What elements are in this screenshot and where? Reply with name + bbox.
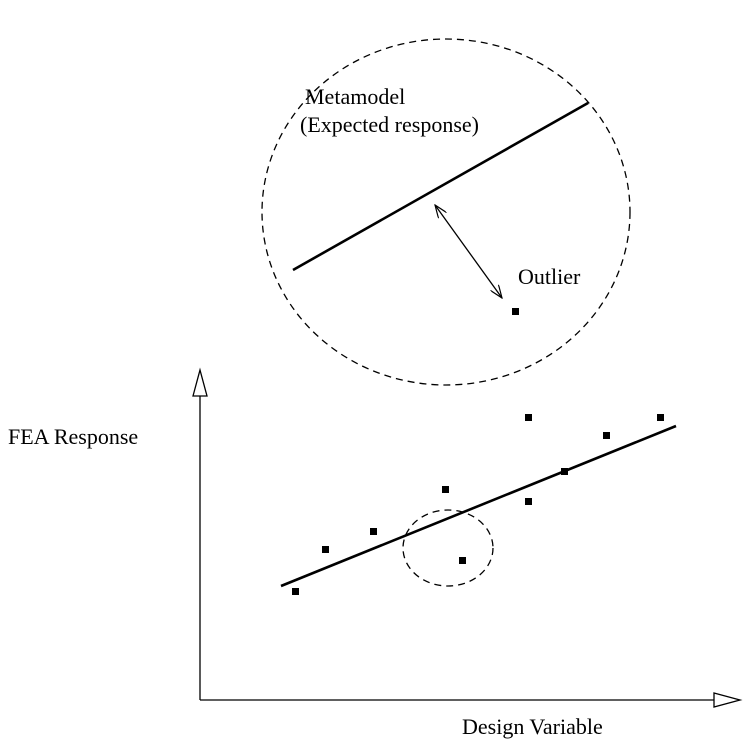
point [370,528,377,535]
point [459,557,466,564]
expected-response-label: (Expected response) [300,112,479,137]
point [561,468,568,475]
outlier-circle [402,509,494,587]
point [322,546,329,553]
point [657,414,664,421]
distance-arrow [435,205,502,298]
point [442,486,449,493]
y-axis-label: FEA Response [8,424,138,449]
data-points [292,414,664,595]
metamodel-line-zoomed [292,101,589,272]
point [603,432,610,439]
metamodel-label: Metamodel [305,84,405,109]
x-axis-label: Design Variable [462,714,603,739]
outlier-point-zoomed [512,308,519,315]
point [525,498,532,505]
zoom-circle [261,38,631,386]
metamodel-line [280,424,677,588]
outlier-label: Outlier [518,264,581,289]
y-axis-arrow [192,367,208,397]
x-axis-arrow [713,692,743,708]
point [525,414,532,421]
point [292,588,299,595]
